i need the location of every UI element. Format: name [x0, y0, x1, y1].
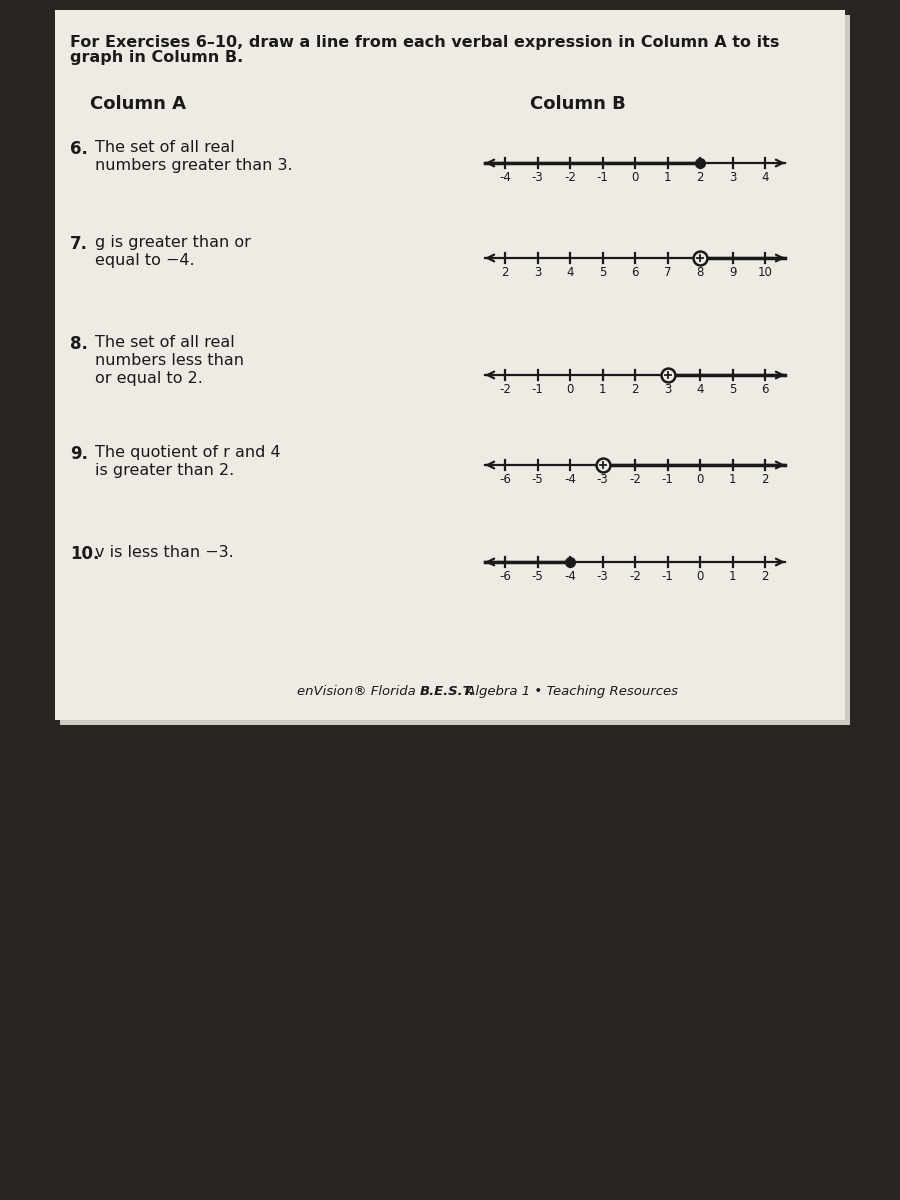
- Text: 3: 3: [664, 383, 671, 396]
- Text: 1: 1: [729, 570, 736, 583]
- Text: 3: 3: [534, 266, 541, 278]
- Text: -2: -2: [500, 383, 511, 396]
- Text: -6: -6: [500, 570, 511, 583]
- Text: 7: 7: [664, 266, 671, 278]
- FancyBboxPatch shape: [55, 10, 845, 720]
- Text: 0: 0: [566, 383, 573, 396]
- Text: g is greater than or: g is greater than or: [95, 235, 251, 250]
- Text: -3: -3: [597, 473, 608, 486]
- Text: 0: 0: [631, 170, 639, 184]
- Text: The set of all real: The set of all real: [95, 335, 235, 350]
- Text: 9.: 9.: [70, 445, 88, 463]
- Text: Algebra 1 • Teaching Resources: Algebra 1 • Teaching Resources: [462, 685, 678, 698]
- Text: Column B: Column B: [530, 95, 626, 113]
- Text: -3: -3: [597, 570, 608, 583]
- Text: 5: 5: [729, 383, 736, 396]
- Text: equal to −4.: equal to −4.: [95, 253, 194, 268]
- Text: 6: 6: [761, 383, 769, 396]
- Text: 2: 2: [501, 266, 508, 278]
- Text: 0: 0: [697, 570, 704, 583]
- Text: 10.: 10.: [70, 545, 99, 563]
- FancyBboxPatch shape: [60, 14, 850, 725]
- Text: enVision® Florida: enVision® Florida: [297, 685, 420, 698]
- Text: Column A: Column A: [90, 95, 186, 113]
- Text: v is less than −3.: v is less than −3.: [95, 545, 234, 560]
- Text: -4: -4: [564, 570, 576, 583]
- Text: -4: -4: [564, 473, 576, 486]
- Text: The set of all real: The set of all real: [95, 140, 235, 155]
- Text: -2: -2: [564, 170, 576, 184]
- Text: 4: 4: [566, 266, 574, 278]
- Text: -3: -3: [532, 170, 544, 184]
- Text: 6.: 6.: [70, 140, 88, 158]
- Text: 3: 3: [729, 170, 736, 184]
- Text: 0: 0: [697, 473, 704, 486]
- Text: 5: 5: [598, 266, 607, 278]
- Text: graph in Column B.: graph in Column B.: [70, 50, 243, 65]
- Text: -2: -2: [629, 570, 641, 583]
- Text: -6: -6: [500, 473, 511, 486]
- Text: -5: -5: [532, 570, 544, 583]
- Text: -1: -1: [532, 383, 544, 396]
- Text: For Exercises 6–10, draw a line from each verbal expression in Column A to its: For Exercises 6–10, draw a line from eac…: [70, 35, 779, 50]
- Text: 2: 2: [631, 383, 639, 396]
- Text: -5: -5: [532, 473, 544, 486]
- Text: 1: 1: [664, 170, 671, 184]
- Text: 2: 2: [761, 570, 769, 583]
- Text: 8: 8: [697, 266, 704, 278]
- Text: The quotient of r and 4: The quotient of r and 4: [95, 445, 281, 460]
- Text: 4: 4: [697, 383, 704, 396]
- Text: -1: -1: [597, 170, 608, 184]
- Text: 2: 2: [761, 473, 769, 486]
- Text: -4: -4: [500, 170, 511, 184]
- Text: 10: 10: [758, 266, 772, 278]
- Text: 9: 9: [729, 266, 736, 278]
- Text: 6: 6: [631, 266, 639, 278]
- Text: 1: 1: [729, 473, 736, 486]
- Text: 4: 4: [761, 170, 769, 184]
- Text: B.E.S.T.: B.E.S.T.: [420, 685, 475, 698]
- Text: or equal to 2.: or equal to 2.: [95, 371, 202, 386]
- Text: numbers less than: numbers less than: [95, 353, 244, 368]
- Text: 2: 2: [697, 170, 704, 184]
- Text: -1: -1: [662, 473, 673, 486]
- Text: 1: 1: [598, 383, 607, 396]
- Text: 8.: 8.: [70, 335, 88, 353]
- Text: -1: -1: [662, 570, 673, 583]
- Text: -2: -2: [629, 473, 641, 486]
- Text: numbers greater than 3.: numbers greater than 3.: [95, 158, 292, 173]
- Text: is greater than 2.: is greater than 2.: [95, 463, 234, 478]
- Text: 7.: 7.: [70, 235, 88, 253]
